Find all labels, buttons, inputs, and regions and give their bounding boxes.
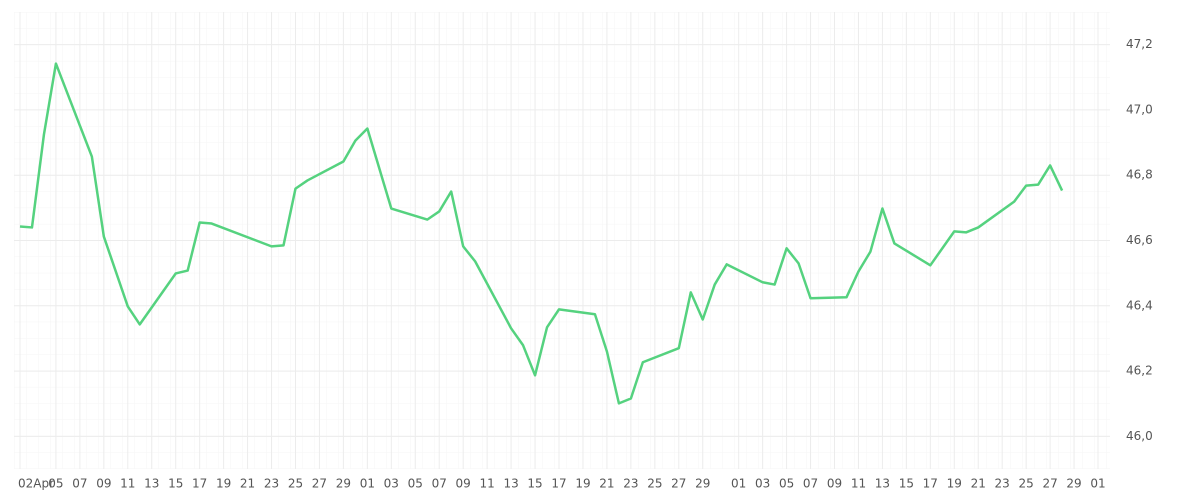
- y-tick-label: 46,8: [1126, 168, 1153, 182]
- x-tick-label: 23: [264, 477, 279, 491]
- x-tick-label: 15: [899, 477, 914, 491]
- data-line: [19, 62, 1064, 405]
- x-tick-label: 13: [144, 477, 159, 491]
- x-tick-label: 03: [755, 477, 770, 491]
- x-tick-label: 05: [48, 477, 63, 491]
- x-tick-label: 25: [647, 477, 662, 491]
- x-tick-label: 15: [168, 477, 183, 491]
- y-tick-label: 47,2: [1126, 37, 1153, 51]
- x-tick-label: 09: [96, 477, 111, 491]
- x-tick-label: 29: [336, 477, 351, 491]
- x-tick-label: 29: [1066, 477, 1081, 491]
- x-tick-label: 21: [599, 477, 614, 491]
- x-tick-label: 15: [527, 477, 542, 491]
- x-tick-label: 07: [803, 477, 818, 491]
- x-tick-label: 09: [456, 477, 471, 491]
- x-tick-label: 01: [360, 477, 375, 491]
- x-tick-label: 29: [695, 477, 710, 491]
- x-tick-label: 27: [671, 477, 686, 491]
- x-tick-label: 03: [384, 477, 399, 491]
- x-tick-label: 07: [432, 477, 447, 491]
- x-tick-label: 17: [923, 477, 938, 491]
- x-tick-label: 01: [1090, 477, 1105, 491]
- y-tick-label: 46,4: [1126, 298, 1153, 312]
- x-tick-label: 13: [875, 477, 890, 491]
- x-tick-label: 07: [72, 477, 87, 491]
- x-tick-label: 19: [216, 477, 231, 491]
- y-tick-label: 46,0: [1126, 429, 1153, 443]
- x-tick-label: 02Apr: [18, 477, 54, 491]
- x-tick-label: 19: [575, 477, 590, 491]
- x-tick-label: 21: [971, 477, 986, 491]
- x-tick-label: 11: [479, 477, 494, 491]
- x-tick-label: 01: [731, 477, 746, 491]
- x-tick-label: 23: [995, 477, 1010, 491]
- x-tick-label: 05: [408, 477, 423, 491]
- x-tick-label: 21: [240, 477, 255, 491]
- x-tick-label: 19: [947, 477, 962, 491]
- x-tick-label: 11: [120, 477, 135, 491]
- y-tick-label: 46,6: [1126, 233, 1153, 247]
- x-tick-label: 05: [779, 477, 794, 491]
- x-tick-label: 09: [827, 477, 842, 491]
- x-tick-label: 27: [312, 477, 327, 491]
- y-tick-label: 47,0: [1126, 102, 1153, 116]
- x-tick-label: 17: [551, 477, 566, 491]
- x-tick-label: 23: [623, 477, 638, 491]
- x-tick-label: 11: [851, 477, 866, 491]
- x-tick-label: 13: [503, 477, 518, 491]
- x-tick-label: 25: [1019, 477, 1034, 491]
- y-tick-label: 46,2: [1126, 364, 1153, 378]
- x-tick-label: 27: [1042, 477, 1057, 491]
- x-tick-label: 17: [192, 477, 207, 491]
- x-tick-label: 25: [288, 477, 303, 491]
